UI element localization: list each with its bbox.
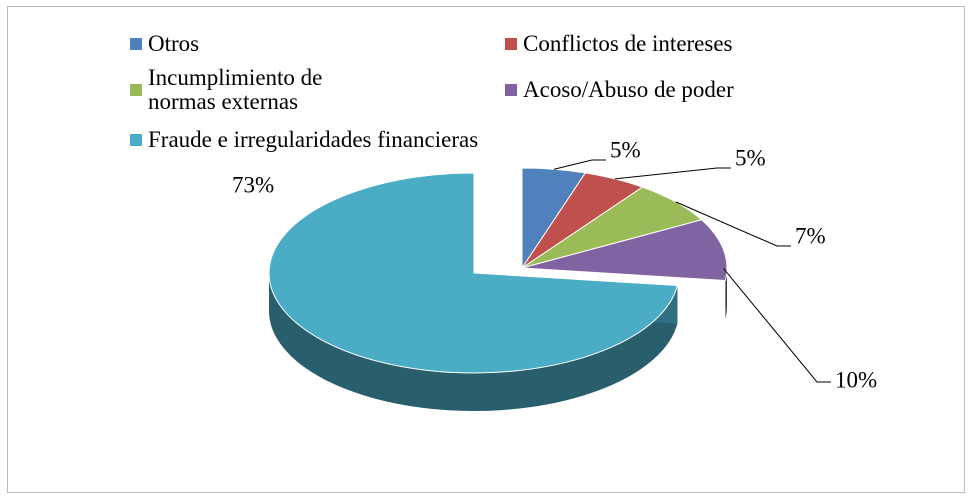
leader-line	[553, 159, 606, 170]
leader-line	[675, 201, 791, 247]
leader-line	[722, 267, 831, 383]
data-label: 5%	[610, 137, 641, 162]
legend-item: Fraude e irregularidades financieras	[130, 128, 478, 152]
slice	[521, 219, 728, 282]
legend-item: Conflictos de intereses	[505, 32, 733, 56]
data-label: 7%	[795, 223, 826, 248]
legend-label: Fraude e irregularidades financieras	[148, 127, 479, 152]
chart-border	[7, 6, 965, 493]
side-shade	[269, 273, 678, 411]
legend-item: Acoso/Abuso de poder	[505, 78, 734, 102]
legend-swatch	[130, 38, 142, 50]
legend-swatch	[130, 134, 142, 146]
data-label: 73%	[232, 172, 274, 197]
legend-item: Incumplimiento de normas externas	[130, 66, 370, 114]
legend-label: Incumplimiento de normas externas	[148, 65, 323, 114]
data-label: 10%	[835, 367, 877, 392]
leader-line	[615, 167, 731, 180]
legend-label: Otros	[148, 31, 200, 56]
slice	[268, 172, 679, 374]
legend-label: Acoso/Abuso de poder	[523, 77, 734, 102]
legend-swatch	[505, 84, 517, 96]
legend-label: Conflictos de intereses	[523, 31, 733, 56]
data-label: 5%	[735, 145, 766, 170]
legend-swatch	[505, 38, 517, 50]
legend-swatch	[130, 84, 142, 96]
slice-side	[269, 273, 678, 411]
legend-item: Otros	[130, 32, 199, 56]
